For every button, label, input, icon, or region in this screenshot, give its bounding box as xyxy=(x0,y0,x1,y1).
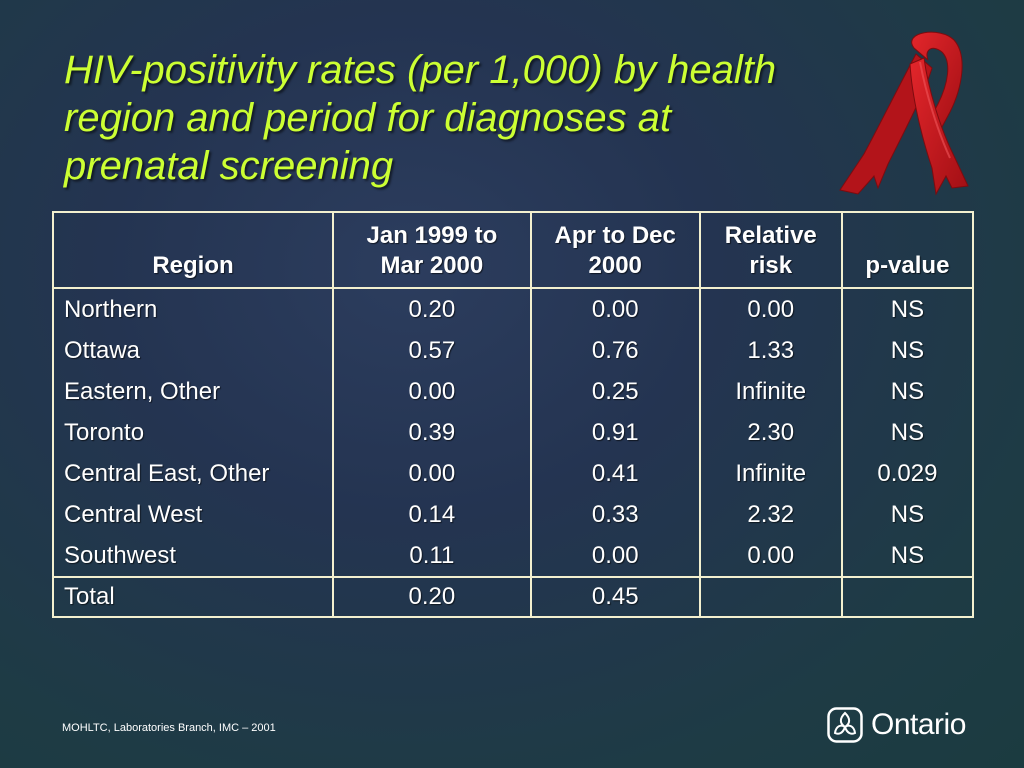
table-row: Toronto 0.39 0.91 2.30 NS xyxy=(52,412,975,453)
total-label-cell: Total xyxy=(52,576,334,617)
region-cell: Central West xyxy=(52,494,334,535)
region-cell: Southwest xyxy=(52,535,334,577)
table-row: Ottawa 0.57 0.76 1.33 NS xyxy=(52,330,975,371)
period-2-cell: 0.41 xyxy=(529,453,701,494)
header-period-1: Jan 1999 to Mar 2000 xyxy=(332,212,532,289)
p-value-cell: NS xyxy=(840,288,975,330)
p-value-cell: NS xyxy=(840,371,975,412)
header-period-2: Apr to Dec 2000 xyxy=(529,212,701,289)
p-value-cell: NS xyxy=(840,412,975,453)
period-1-cell: 0.20 xyxy=(332,288,532,330)
region-cell: Eastern, Other xyxy=(52,371,334,412)
period-1-cell: 0.00 xyxy=(332,371,532,412)
relative-risk-cell: Infinite xyxy=(698,371,843,412)
period-2-cell: 0.00 xyxy=(529,535,701,577)
table-row: Northern 0.20 0.00 0.00 NS xyxy=(52,288,975,330)
source-footer: MOHLTC, Laboratories Branch, IMC – 2001 xyxy=(62,722,276,734)
period-1-cell: 0.11 xyxy=(332,535,532,577)
relative-risk-cell: 1.33 xyxy=(698,330,843,371)
period-2-cell: 0.91 xyxy=(529,412,701,453)
relative-risk-cell: 0.00 xyxy=(698,288,843,330)
table-total-row: Total 0.20 0.45 xyxy=(52,576,975,617)
total-period-2-cell: 0.45 xyxy=(529,576,701,617)
period-1-cell: 0.14 xyxy=(332,494,532,535)
region-cell: Ottawa xyxy=(52,330,334,371)
header-relative-risk: Relative risk xyxy=(698,212,843,289)
period-1-cell: 0.57 xyxy=(332,330,532,371)
total-p-value-cell xyxy=(840,576,975,617)
relative-risk-cell: 2.30 xyxy=(698,412,843,453)
p-value-cell: 0.029 xyxy=(840,453,975,494)
period-1-cell: 0.39 xyxy=(332,412,532,453)
hiv-rates-table: Region Jan 1999 to Mar 2000 Apr to Dec 200… xyxy=(52,211,975,618)
region-cell: Central East, Other xyxy=(52,453,334,494)
period-1-cell: 0.00 xyxy=(332,453,532,494)
header-region: Region xyxy=(52,212,334,289)
slide-title: HIV-positivity rates (per 1,000) by heal… xyxy=(64,48,777,188)
red-ribbon-icon xyxy=(839,31,969,196)
ontario-wordmark: Ontario xyxy=(871,708,966,741)
table-row: Central East, Other 0.00 0.41 Infinite 0… xyxy=(52,453,975,494)
table-header-row: Region Jan 1999 to Mar 2000 Apr to Dec 200… xyxy=(52,212,975,289)
relative-risk-cell: 0.00 xyxy=(698,535,843,577)
p-value-cell: NS xyxy=(840,494,975,535)
total-period-1-cell: 0.20 xyxy=(332,576,532,617)
period-2-cell: 0.76 xyxy=(529,330,701,371)
total-relative-risk-cell xyxy=(698,576,843,617)
period-2-cell: 0.00 xyxy=(529,288,701,330)
relative-risk-cell: 2.32 xyxy=(698,494,843,535)
region-cell: Northern xyxy=(52,288,334,330)
table-row: Southwest 0.11 0.00 0.00 NS xyxy=(52,535,975,577)
period-2-cell: 0.33 xyxy=(529,494,701,535)
relative-risk-cell: Infinite xyxy=(698,453,843,494)
p-value-cell: NS xyxy=(840,330,975,371)
region-cell: Toronto xyxy=(52,412,334,453)
p-value-cell: NS xyxy=(840,535,975,577)
period-2-cell: 0.25 xyxy=(529,371,701,412)
ontario-trillium-icon xyxy=(827,707,863,743)
ontario-logo: Ontario xyxy=(827,706,966,744)
table-row: Central West 0.14 0.33 2.32 NS xyxy=(52,494,975,535)
table-row: Eastern, Other 0.00 0.25 Infinite NS xyxy=(52,371,975,412)
header-p-value: p-value xyxy=(840,212,975,289)
